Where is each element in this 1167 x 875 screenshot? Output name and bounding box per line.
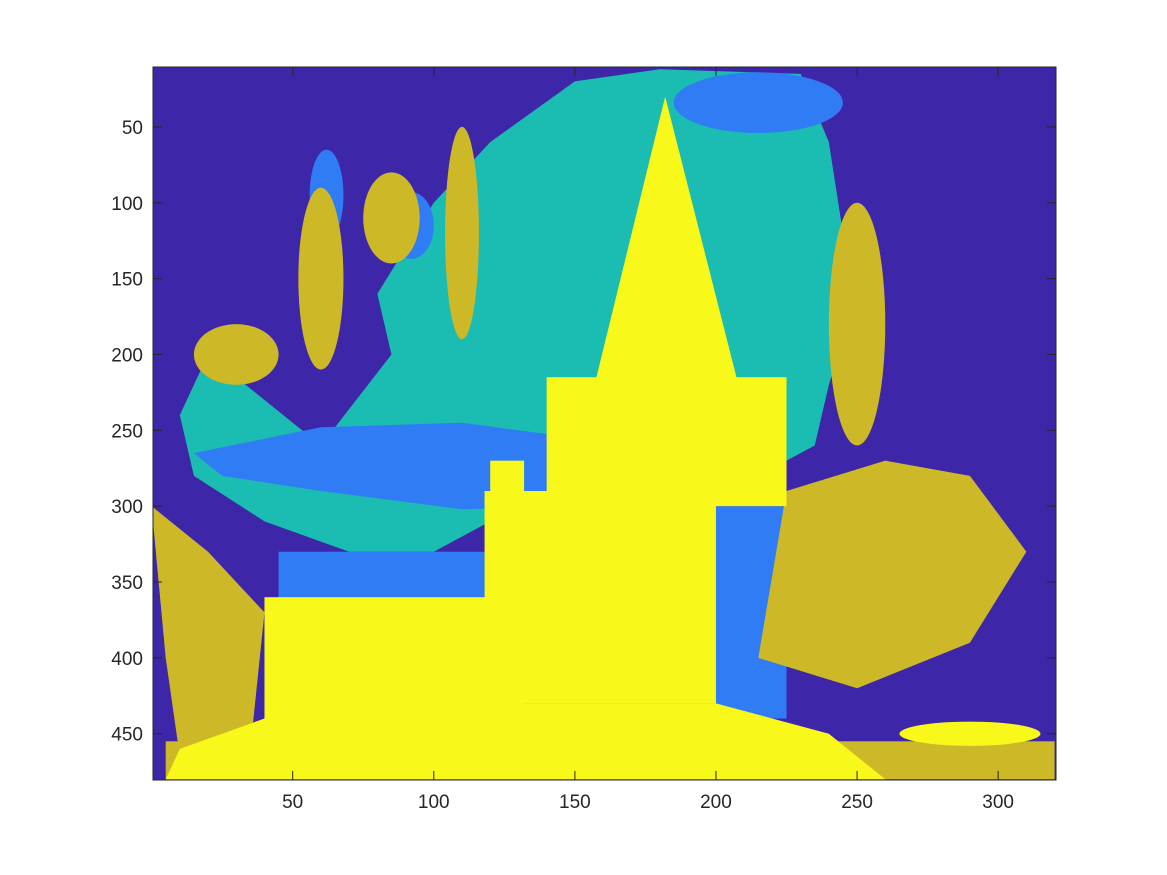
image-region-15	[193, 324, 279, 385]
y-tick-label: 200	[111, 345, 143, 366]
axes-box	[152, 66, 1057, 781]
image-region-10	[153, 507, 265, 757]
y-tick-label: 450	[111, 725, 143, 746]
image-region-16	[588, 96, 745, 408]
image-region-17	[546, 377, 787, 507]
x-tick-label: 50	[282, 792, 303, 813]
plot-area	[153, 67, 1056, 780]
y-tick-label: 150	[111, 270, 143, 291]
image-region-11	[298, 187, 344, 370]
image-region-8	[758, 460, 1027, 689]
y-tick-label: 400	[111, 649, 143, 670]
y-tick-label: 300	[111, 497, 143, 518]
y-axis: 50 100 150 200 250 300 350 400 450	[111, 118, 1056, 746]
image-region-21	[899, 721, 1041, 746]
image-region-13	[828, 202, 886, 446]
x-axis: 50 100 150 200 250 300	[282, 67, 1014, 813]
image-region-20	[165, 703, 886, 780]
y-tick-label: 100	[111, 194, 143, 215]
image-region-22	[490, 460, 525, 765]
x-tick-label: 150	[559, 792, 591, 813]
y-tick-label: 50	[122, 118, 143, 139]
image-region-1	[673, 72, 843, 133]
y-tick-label: 250	[111, 421, 143, 442]
y-tick-label: 350	[111, 573, 143, 594]
x-tick-label: 200	[700, 792, 732, 813]
image-region-12	[445, 126, 479, 340]
x-tick-label: 300	[982, 792, 1014, 813]
x-tick-label: 250	[841, 792, 873, 813]
image-region-14	[363, 172, 420, 264]
image-regions	[153, 69, 1055, 780]
x-tick-label: 100	[418, 792, 450, 813]
